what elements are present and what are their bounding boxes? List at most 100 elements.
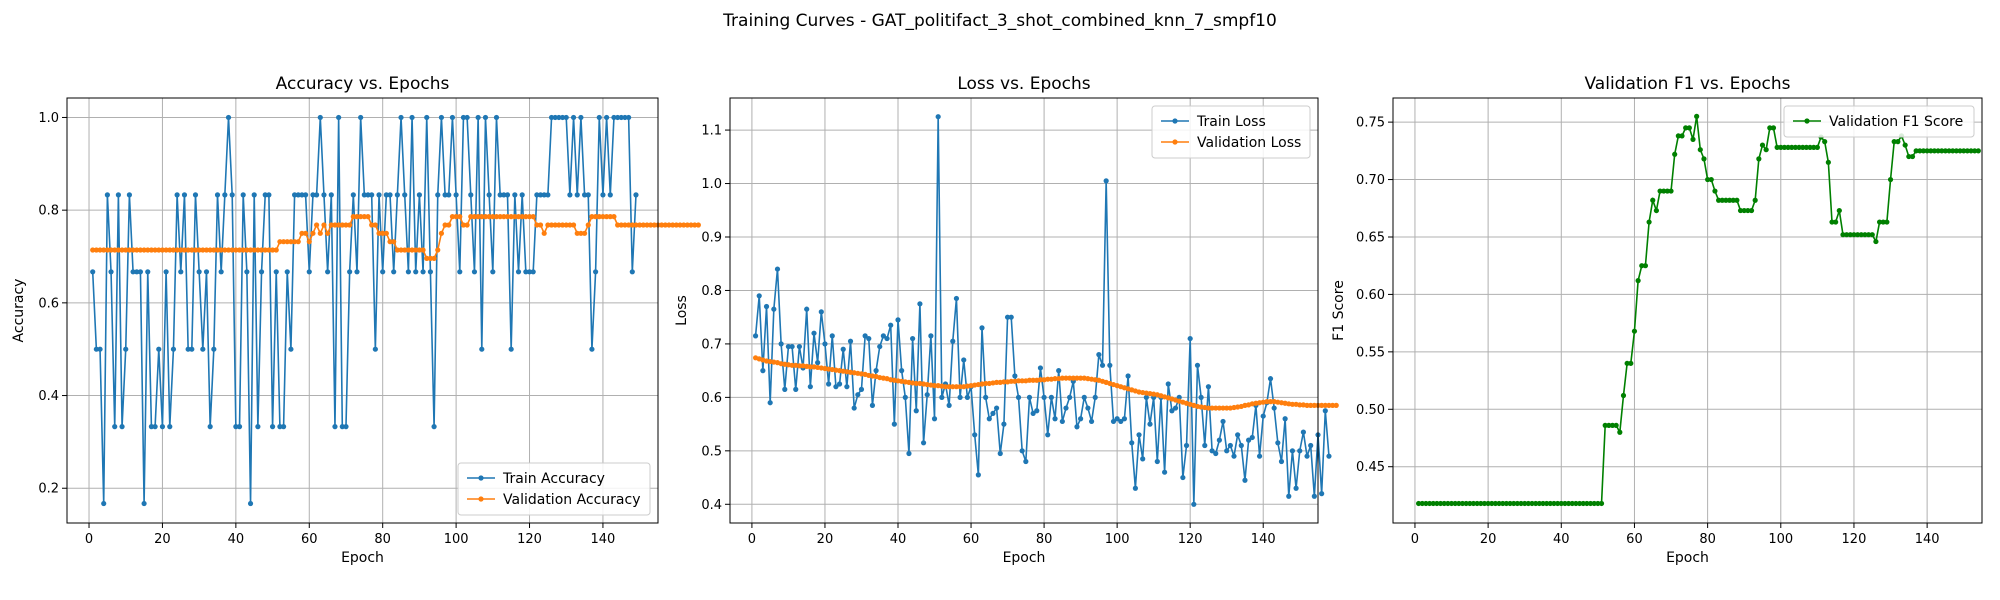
- data-point: [1661, 188, 1667, 194]
- data-point: [931, 416, 938, 422]
- data-point: [299, 230, 305, 236]
- data-point: [1862, 232, 1868, 238]
- data-point: [1289, 448, 1296, 454]
- data-point: [159, 424, 166, 430]
- data-point: [1132, 485, 1138, 491]
- data-point: [986, 416, 992, 422]
- data-point: [101, 500, 107, 507]
- data-point: [563, 222, 569, 228]
- data-point: [387, 239, 393, 245]
- data-point: [581, 230, 588, 236]
- data-point: [1092, 394, 1098, 400]
- data-point: [961, 357, 967, 363]
- data-point: [983, 380, 989, 387]
- data-point: [1452, 500, 1458, 507]
- data-point: [1008, 314, 1014, 320]
- data-point: [1271, 405, 1277, 411]
- data-point: [548, 222, 555, 228]
- data-point: [1202, 442, 1208, 449]
- data-point: [280, 424, 287, 430]
- data-point: [556, 222, 562, 228]
- data-point: [196, 247, 202, 253]
- data-point: [1260, 413, 1266, 419]
- data-point: [600, 192, 606, 198]
- data-point: [1598, 500, 1605, 507]
- panel-title: Loss vs. Epochs: [957, 74, 1090, 94]
- data-point: [1624, 360, 1630, 366]
- data-point: [1103, 178, 1109, 184]
- data-point: [1172, 405, 1179, 411]
- data-point: [336, 222, 342, 228]
- data-point: [1902, 142, 1908, 148]
- data-point: [924, 392, 930, 398]
- data-point: [567, 222, 573, 228]
- data-point: [1774, 144, 1780, 150]
- y-tick-label: 0.5: [701, 444, 722, 459]
- data-point: [1034, 408, 1040, 414]
- data-point: [394, 192, 400, 198]
- data-point: [464, 222, 470, 228]
- x-tick-label: 40: [1553, 532, 1570, 547]
- data-point: [581, 192, 588, 198]
- data-point: [134, 247, 140, 253]
- data-point: [763, 303, 770, 310]
- data-point: [266, 247, 272, 253]
- x-tick-label: 0: [1411, 532, 1419, 547]
- data-point: [1939, 148, 1945, 154]
- data-point: [1909, 153, 1916, 160]
- data-point: [979, 325, 985, 331]
- panel-title: Accuracy vs. Epochs: [276, 74, 450, 94]
- data-point: [387, 192, 393, 198]
- data-point: [1836, 207, 1842, 214]
- data-point: [637, 222, 643, 228]
- data-point: [1463, 500, 1469, 507]
- data-point: [629, 222, 635, 228]
- legend-label: Validation Accuracy: [503, 492, 641, 508]
- data-point: [574, 230, 580, 236]
- data-point: [578, 114, 584, 121]
- data-point: [457, 214, 463, 220]
- x-tick-label: 100: [444, 532, 469, 547]
- data-point: [1125, 373, 1131, 379]
- data-point: [152, 247, 158, 253]
- data-point: [207, 424, 213, 430]
- data-point: [692, 222, 698, 228]
- data-point: [1975, 148, 1981, 154]
- data-point: [255, 247, 261, 253]
- data-point: [1041, 394, 1047, 400]
- data-point: [844, 384, 850, 390]
- data-point: [449, 214, 456, 220]
- data-point: [251, 192, 257, 198]
- data-point: [1584, 500, 1590, 507]
- data-point: [593, 269, 599, 275]
- data-point: [233, 247, 239, 253]
- data-point: [1562, 500, 1568, 507]
- data-point: [115, 247, 121, 253]
- x-tick-label: 120: [1178, 532, 1203, 547]
- data-point: [1876, 219, 1883, 225]
- data-point: [258, 269, 265, 275]
- data-point: [957, 394, 963, 400]
- legend-label: Validation Loss: [1197, 135, 1301, 151]
- data-point: [530, 269, 536, 275]
- data-point: [1573, 500, 1579, 507]
- data-point: [479, 214, 485, 220]
- data-point: [1293, 485, 1299, 491]
- data-point: [284, 239, 290, 245]
- data-point: [869, 402, 876, 408]
- data-point: [1162, 469, 1168, 475]
- data-point: [1946, 148, 1952, 154]
- data-point: [957, 384, 963, 390]
- data-point: [413, 247, 419, 253]
- data-point: [383, 192, 389, 198]
- data-point: [1099, 362, 1106, 368]
- data-point: [615, 222, 621, 228]
- series-markers-1: [90, 114, 639, 507]
- data-point: [1304, 453, 1310, 459]
- data-point: [1942, 148, 1949, 154]
- data-point: [1056, 368, 1062, 374]
- data-point: [380, 269, 386, 275]
- data-point: [185, 346, 191, 352]
- data-point: [1668, 188, 1674, 194]
- data-point: [1928, 148, 1934, 154]
